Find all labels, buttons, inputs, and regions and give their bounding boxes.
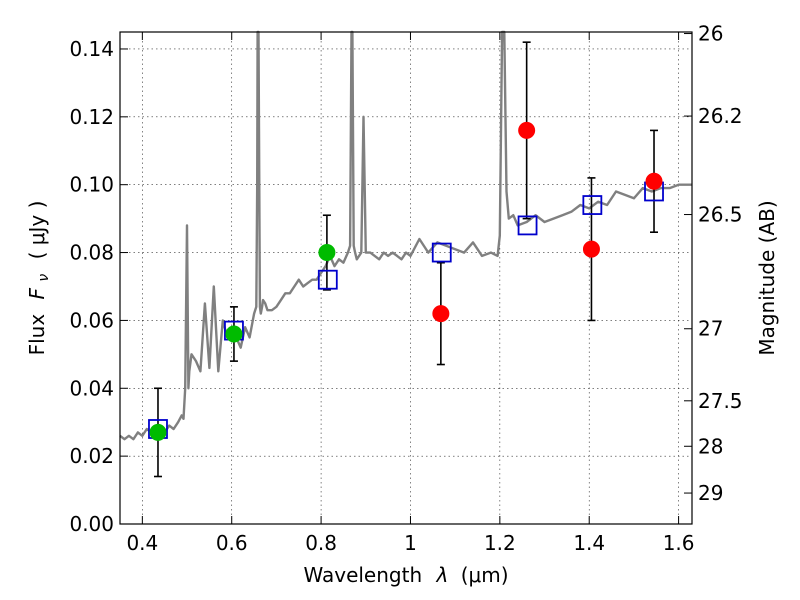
y2-tick-label: 26.2 — [698, 104, 743, 128]
grid-lines — [120, 32, 692, 524]
x-tick-label: 1 — [404, 531, 417, 555]
spectrum-layer — [119, 30, 692, 441]
observed-point — [518, 121, 536, 139]
y-axis-label-symbol: F — [25, 287, 49, 299]
y-tick-label: 0.12 — [69, 105, 114, 129]
x-tick-label: 1.2 — [484, 531, 516, 555]
x-tick-label: 0.6 — [216, 531, 248, 555]
x-tick-label: 1.4 — [573, 531, 605, 555]
observed-point — [149, 423, 167, 441]
plot-frame — [119, 31, 693, 525]
model-photometry — [148, 181, 664, 439]
x-tick-label: 0.4 — [126, 531, 158, 555]
observed-point — [432, 305, 450, 323]
tick-labels: 0.4 0.6 0.8 1 1.2 1.4 1.6 0.00 0.02 0.04 0.06 0.08 0… — [69, 22, 742, 555]
y2-tick-label: 27 — [698, 317, 723, 341]
x-axis-label-text: Wavelength — [303, 563, 422, 587]
y-tick-label: 0.02 — [69, 444, 114, 468]
y-axis-label-subscript: ν — [36, 274, 52, 282]
model-point — [517, 215, 538, 236]
observed-point — [582, 240, 600, 258]
observed-point — [225, 325, 243, 343]
y2-tick-label: 29 — [698, 481, 723, 505]
x-axis-label-unit: (μm) — [461, 563, 509, 587]
y2-axis-label: Magnitude (AB) — [755, 200, 779, 355]
y2-tick-label: 26 — [698, 22, 723, 46]
x-axis-label-symbol: λ — [436, 563, 449, 587]
y-axis-label-unit: ( μJy ) — [25, 201, 49, 260]
y-tick-label: 0.04 — [69, 376, 114, 400]
x-axis-label: Wavelength λ (μm) — [303, 563, 508, 587]
y-tick-label: 0.08 — [69, 241, 114, 265]
y-axis-label-text: Flux — [25, 314, 49, 356]
y2-tick-label: 27.5 — [698, 389, 743, 413]
observed-point — [318, 244, 336, 262]
observed-point — [645, 172, 663, 190]
error-bars — [153, 41, 659, 478]
model-point — [317, 269, 338, 290]
y-tick-label: 0.00 — [69, 512, 114, 536]
y-tick-label: 0.14 — [69, 37, 114, 61]
y-tick-label: 0.10 — [69, 173, 114, 197]
observed-photometry — [149, 121, 663, 441]
y2-tick-label: 28 — [698, 434, 723, 458]
model-point — [431, 242, 452, 263]
axis-ticks — [120, 32, 692, 525]
y-tick-label: 0.06 — [69, 308, 114, 332]
x-tick-label: 0.8 — [305, 531, 337, 555]
y-axis-label: Flux F ν ( μJy ) — [25, 201, 53, 356]
x-tick-label: 1.6 — [663, 531, 695, 555]
spectrum-line — [119, 30, 692, 441]
model-point — [582, 195, 603, 215]
y2-tick-label: 26.5 — [698, 203, 743, 227]
